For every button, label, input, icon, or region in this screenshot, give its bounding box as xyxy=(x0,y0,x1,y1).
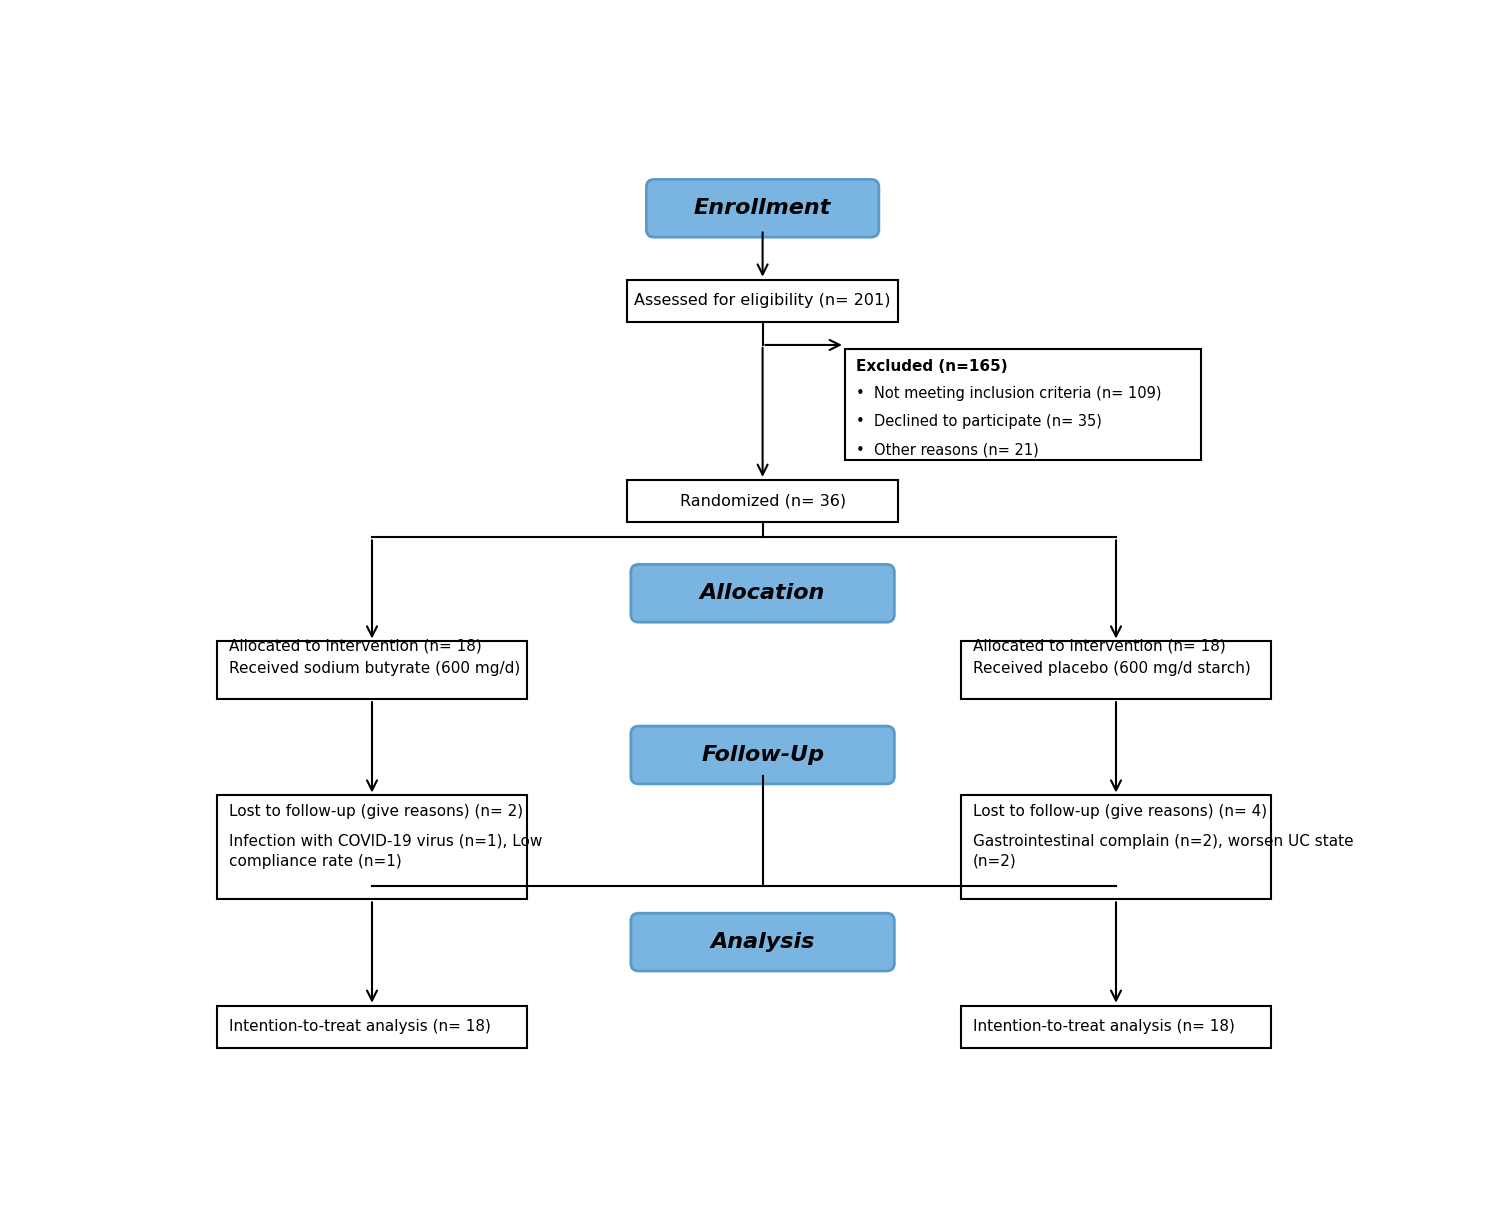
Bar xyxy=(961,1006,1271,1048)
FancyBboxPatch shape xyxy=(631,726,894,784)
Text: Follow-Up: Follow-Up xyxy=(701,745,824,765)
Text: Lost to follow-up (give reasons) (n= 4): Lost to follow-up (give reasons) (n= 4) xyxy=(973,804,1266,818)
FancyBboxPatch shape xyxy=(646,180,879,237)
FancyBboxPatch shape xyxy=(631,564,894,623)
Text: •  Declined to participate (n= 35): • Declined to participate (n= 35) xyxy=(857,415,1103,429)
Bar xyxy=(217,795,527,900)
Text: Lost to follow-up (give reasons) (n= 2): Lost to follow-up (give reasons) (n= 2) xyxy=(229,804,522,818)
Text: •  Other reasons (n= 21): • Other reasons (n= 21) xyxy=(857,443,1039,457)
Text: Gastrointestinal complain (n=2), worsen UC state
(n=2): Gastrointestinal complain (n=2), worsen … xyxy=(973,834,1353,868)
Bar xyxy=(217,1006,527,1048)
Bar xyxy=(961,795,1271,900)
FancyBboxPatch shape xyxy=(631,913,894,970)
Bar xyxy=(845,349,1201,461)
Text: Allocated to intervention (n= 18)
Received placebo (600 mg/d starch): Allocated to intervention (n= 18) Receiv… xyxy=(973,638,1250,676)
Text: Allocation: Allocation xyxy=(699,584,826,603)
Bar xyxy=(626,280,899,322)
Text: Allocated to intervention (n= 18)
Received sodium butyrate (600 mg/d): Allocated to intervention (n= 18) Receiv… xyxy=(229,638,519,676)
Text: Assessed for eligibility (n= 201): Assessed for eligibility (n= 201) xyxy=(634,293,891,308)
Text: Intention-to-treat analysis (n= 18): Intention-to-treat analysis (n= 18) xyxy=(973,1019,1235,1035)
Text: Intention-to-treat analysis (n= 18): Intention-to-treat analysis (n= 18) xyxy=(229,1019,491,1035)
Text: Randomized (n= 36): Randomized (n= 36) xyxy=(680,494,845,508)
Text: Analysis: Analysis xyxy=(710,933,815,952)
Bar xyxy=(217,641,527,699)
Text: Excluded (n=165): Excluded (n=165) xyxy=(857,359,1007,373)
Bar xyxy=(626,480,899,522)
Bar xyxy=(961,641,1271,699)
Text: Enrollment: Enrollment xyxy=(693,198,832,219)
Text: •  Not meeting inclusion criteria (n= 109): • Not meeting inclusion criteria (n= 109… xyxy=(857,385,1162,400)
Text: Infection with COVID-19 virus (n=1), Low
compliance rate (n=1): Infection with COVID-19 virus (n=1), Low… xyxy=(229,834,542,868)
